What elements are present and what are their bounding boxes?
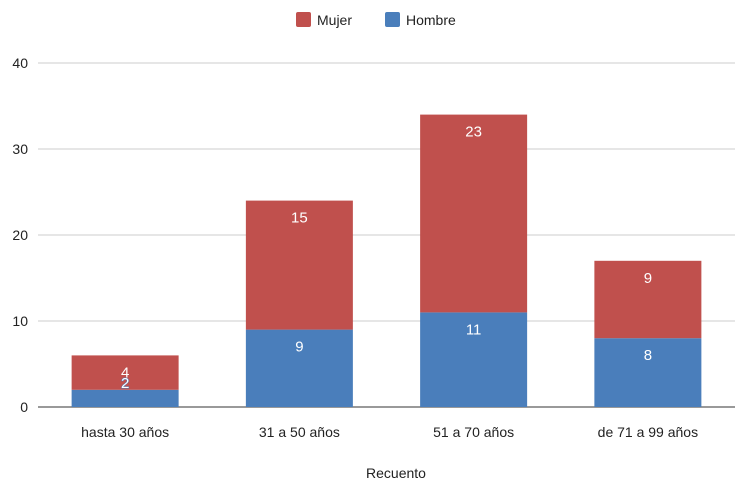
data-label-mujer-1: 15 bbox=[291, 210, 308, 227]
data-label-mujer-0: 4 bbox=[121, 364, 129, 381]
data-labels: 24 9 15 11 23 8 9 bbox=[120, 124, 652, 393]
legend: Mujer Hombre bbox=[296, 12, 456, 28]
legend-swatch-hombre bbox=[385, 12, 400, 27]
y-tick-label: 30 bbox=[12, 141, 28, 157]
bar-mujer-1 bbox=[245, 200, 353, 330]
legend-label-mujer: Mujer bbox=[317, 12, 352, 28]
y-tick-label: 20 bbox=[12, 227, 28, 243]
data-label-mujer-2: 23 bbox=[465, 124, 482, 141]
bar-hombre-3 bbox=[594, 338, 702, 407]
bar-mujer-0 bbox=[71, 355, 179, 390]
x-axis-title: Recuento bbox=[366, 465, 426, 481]
data-label-hombre-2: 11 bbox=[466, 321, 482, 338]
y-tick-label: 40 bbox=[12, 55, 28, 71]
x-tick-label: 31 a 50 años bbox=[259, 424, 340, 440]
bar-hombre-1 bbox=[245, 329, 353, 407]
bars bbox=[71, 114, 702, 407]
legend-swatch-mujer bbox=[296, 12, 311, 27]
bar-mujer-3 bbox=[594, 260, 702, 339]
y-tick-label: 10 bbox=[12, 313, 28, 329]
y-axis: 0 10 20 30 40 bbox=[12, 55, 28, 415]
data-label-hombre-0: 2 bbox=[121, 375, 129, 392]
data-label-hombre-1: 9 bbox=[295, 339, 303, 356]
data-label-hombre-3: 8 bbox=[644, 347, 652, 364]
y-tick-label: 0 bbox=[20, 399, 28, 415]
bar-hombre-2 bbox=[420, 312, 528, 407]
data-label-mujer-3: 9 bbox=[644, 270, 652, 287]
legend-label-hombre: Hombre bbox=[406, 12, 456, 28]
bar-hombre-0 bbox=[71, 389, 179, 407]
x-axis: hasta 30 años 31 a 50 años 51 a 70 años de … bbox=[81, 424, 698, 440]
x-tick-label: 51 a 70 años bbox=[433, 424, 514, 440]
x-tick-label: de 71 a 99 años bbox=[598, 424, 698, 440]
bar-mujer-2 bbox=[420, 114, 528, 313]
x-tick-label: hasta 30 años bbox=[81, 424, 169, 440]
